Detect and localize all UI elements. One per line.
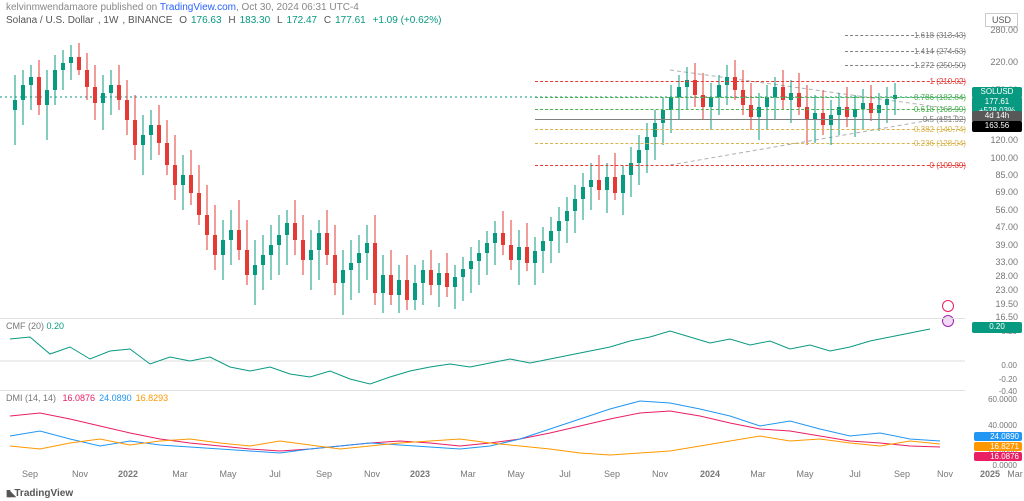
time-label: Nov <box>364 469 380 479</box>
fib-label: 1.414 (274.63) <box>914 47 966 56</box>
fib-line[interactable] <box>535 81 965 82</box>
dmi-badge: 16.0876 <box>974 452 1022 461</box>
time-label: May <box>219 469 236 479</box>
price-axis: 280.00220.00170.00140.00120.00100.0085.0… <box>967 15 1022 315</box>
dmi-tick: 40.0000 <box>988 421 1017 430</box>
time-label: Mar <box>172 469 188 479</box>
time-axis: Sep Nov 2022 Mar May Jul Sep Nov 2023 Mar May Jul Se… <box>0 469 965 483</box>
time-label: Sep <box>22 469 38 479</box>
fib-line[interactable] <box>535 165 965 166</box>
fib-label: 1 (210.02) <box>930 77 966 86</box>
time-label: Mar <box>1007 469 1023 479</box>
price-tick: 28.00 <box>995 271 1018 281</box>
time-label: Nov <box>652 469 668 479</box>
fib-label: 0.5 (151.92) <box>923 115 966 124</box>
dmi-badge: 24.0890 <box>974 432 1022 441</box>
time-label: Nov <box>937 469 953 479</box>
price-tick: 23.00 <box>995 285 1018 295</box>
dmi-panel[interactable]: DMI (14, 14) 16.087624.089016.8293 60.00… <box>0 390 965 462</box>
time-label: May <box>796 469 813 479</box>
price-tick: 33.00 <box>995 257 1018 267</box>
time-label: Mar <box>460 469 476 479</box>
time-label: 2025 <box>980 469 1000 479</box>
fib-label: 1.272 (250.50) <box>914 61 966 70</box>
time-label: 2024 <box>700 469 720 479</box>
time-label: Sep <box>604 469 620 479</box>
price-tick: 56.00 <box>995 205 1018 215</box>
price-tick: 16.50 <box>995 312 1018 322</box>
price-tick: 85.00 <box>995 170 1018 180</box>
fib-line[interactable] <box>535 129 965 130</box>
cmf-tick: -0.20 <box>999 375 1017 384</box>
fib-label: 0.786 (182.84) <box>914 93 966 102</box>
price-tick: 220.00 <box>990 57 1018 67</box>
cmf-badge: 0.20 <box>972 322 1022 333</box>
publisher: kelvinmwendamaore <box>6 2 98 13</box>
price-tick: 69.00 <box>995 187 1018 197</box>
price-tick: 100.00 <box>990 153 1018 163</box>
time-label: Nov <box>72 469 88 479</box>
fib-line[interactable] <box>535 97 965 98</box>
fib-label: 0.382 (140.74) <box>914 125 966 134</box>
time-label: Jul <box>269 469 281 479</box>
fib-label: 1.618 (313.43) <box>914 31 966 40</box>
time-label: Jul <box>559 469 571 479</box>
fib-label: 0.236 (128.04) <box>914 139 966 148</box>
time-label: Sep <box>316 469 332 479</box>
price-tick: 47.00 <box>995 222 1018 232</box>
price-tick: 19.50 <box>995 299 1018 309</box>
fib-line[interactable] <box>535 109 965 110</box>
fib-line[interactable] <box>535 119 965 120</box>
time-label: Mar <box>750 469 766 479</box>
site-link[interactable]: TradingView.com <box>160 2 236 13</box>
time-label: Jul <box>849 469 861 479</box>
price-tick: 280.00 <box>990 25 1018 35</box>
fib-label: 0.618 (163.99) <box>914 105 966 114</box>
fib-line[interactable] <box>535 143 965 144</box>
cmf-panel[interactable]: CMF (20) 0.20 0.200.00-0.20-0.40 <box>0 318 965 388</box>
price-tick: 120.00 <box>990 135 1018 145</box>
dmi-badge: 16.8271 <box>974 442 1022 451</box>
target-icon[interactable] <box>942 300 954 312</box>
price-tick: 39.00 <box>995 240 1018 250</box>
fib-label: 0 (109.89) <box>930 161 966 170</box>
dmi-tick: 60.0000 <box>988 395 1017 404</box>
cmf-tick: 0.00 <box>1001 361 1017 370</box>
time-label: 2023 <box>410 469 430 479</box>
publish-header: kelvinmwendamaore published on TradingVi… <box>6 2 359 13</box>
time-label: 2022 <box>118 469 138 479</box>
time-label: May <box>507 469 524 479</box>
tradingview-watermark[interactable]: TradingView <box>6 488 73 499</box>
price-badge: 163.56 <box>972 121 1022 132</box>
time-label: Sep <box>894 469 910 479</box>
publish-datetime: Oct 30, 2024 06:31 UTC-4 <box>242 2 359 13</box>
